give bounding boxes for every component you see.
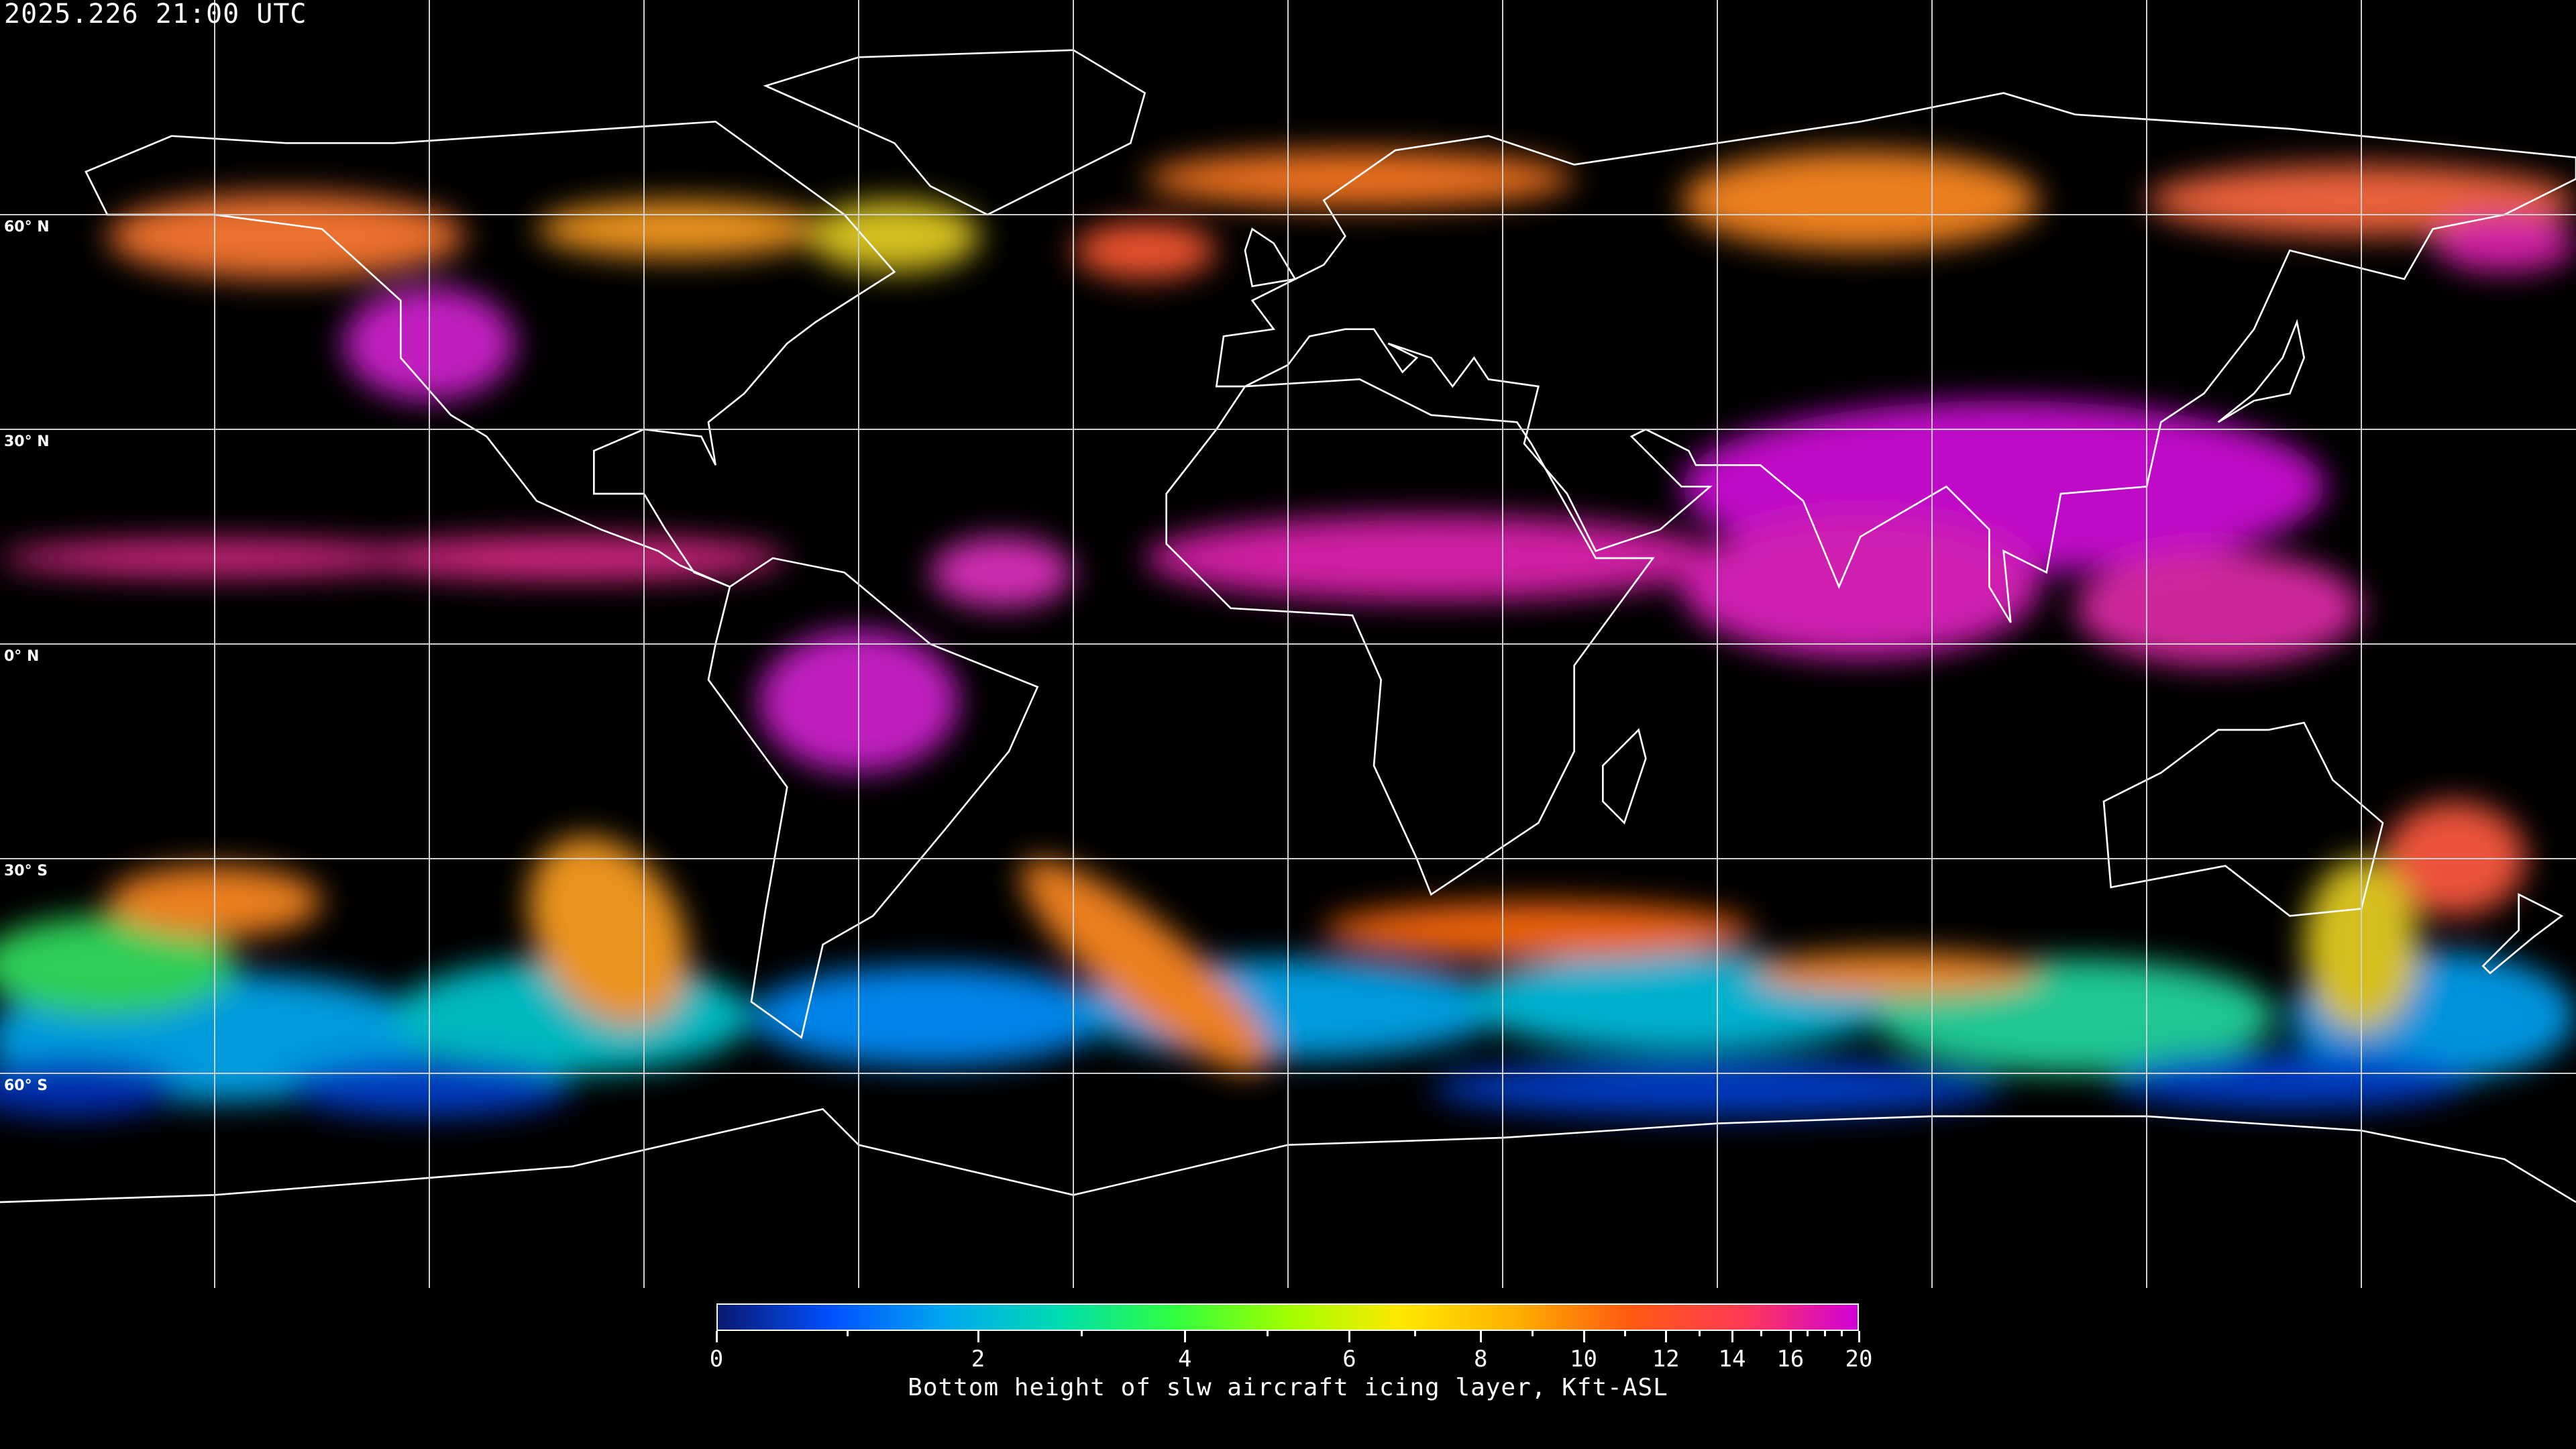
colorbar-tick-label: 2 [971, 1346, 985, 1373]
colorbar-tick-label: 12 [1652, 1346, 1680, 1373]
colorbar-tick-label: 0 [709, 1346, 724, 1373]
colorbar-label: Bottom height of slw aircraft icing laye… [908, 1374, 1668, 1401]
colorbar-tick-label: 4 [1177, 1346, 1192, 1373]
colorbar-minor-tick [1531, 1331, 1534, 1336]
colorbar-minor-tick [1698, 1331, 1701, 1336]
colorbar-major-tick [1789, 1331, 1792, 1342]
colorbar-major-tick [977, 1331, 979, 1342]
colorbar-minor-tick [1760, 1331, 1763, 1336]
colorbar-major-tick [1480, 1331, 1483, 1342]
colorbar-major-tick [1665, 1331, 1668, 1342]
coast-north-america [85, 120, 896, 588]
timestamp: 2025.226 21:00 UTC [4, 0, 307, 30]
colorbar-major-tick [1184, 1331, 1187, 1342]
colorbar-minor-tick [1823, 1331, 1826, 1336]
coast-south-america [707, 557, 1039, 1039]
coast-greenland [763, 49, 1146, 216]
colorbar-major-tick [1348, 1331, 1351, 1342]
colorbar-major-tick [1582, 1331, 1585, 1342]
icing-map [0, 0, 2576, 1288]
colorbar-ticks: 0 2 4 6 8 10 12 14 16 20 [710, 1331, 1872, 1385]
coast-japan [2217, 319, 2306, 423]
colorbar-minor-tick [1623, 1331, 1626, 1336]
coast-africa [1165, 378, 1655, 896]
colorbar-tick-label: 10 [1570, 1346, 1598, 1373]
latitude-label: 60° S [4, 1077, 48, 1094]
coast-madagascar [1602, 728, 1647, 825]
colorbar-tick-label: 16 [1776, 1346, 1805, 1373]
coastlines [0, 49, 2576, 1203]
colorbar-tick-label: 14 [1718, 1346, 1746, 1373]
colorbar-minor-tick [1807, 1331, 1809, 1336]
colorbar-tick-label: 8 [1474, 1346, 1488, 1373]
colorbar-minor-tick [1414, 1331, 1417, 1336]
latitude-label: 30° N [4, 433, 50, 450]
latitude-label: 30° S [4, 863, 48, 879]
coast-australia [2102, 721, 2384, 917]
latitude-label: 60° N [4, 219, 50, 235]
coast-new-zealand [2481, 893, 2564, 975]
colorbar-major-tick [716, 1331, 718, 1342]
colorbar-minor-tick [1266, 1331, 1269, 1336]
colorbar-minor-tick [846, 1331, 849, 1336]
coast-antarctica [0, 1108, 2576, 1203]
colorbar-minor-tick [1081, 1331, 1083, 1336]
latitude-label: 0° N [4, 648, 40, 665]
colorbar-minor-tick [1841, 1331, 1843, 1336]
graticule [0, 0, 2576, 1288]
colorbar-major-tick [1858, 1331, 1860, 1342]
colorbar-major-tick [1731, 1331, 1733, 1342]
colorbar [716, 1303, 1859, 1331]
colorbar-tick-label: 20 [1845, 1346, 1873, 1373]
colorbar-tick-label: 6 [1342, 1346, 1356, 1373]
